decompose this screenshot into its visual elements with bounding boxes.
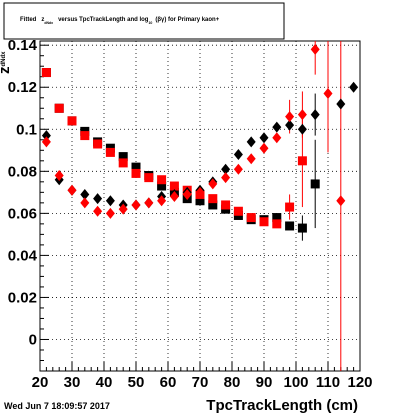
square-marker — [221, 200, 231, 210]
diamond-marker — [259, 132, 269, 144]
error-bars — [289, 41, 342, 371]
square-marker — [310, 179, 320, 189]
diamond-marker — [54, 170, 64, 182]
diamond-marker — [233, 163, 243, 175]
diamond-marker — [336, 195, 346, 207]
square-marker — [144, 173, 154, 183]
square-marker — [285, 202, 295, 212]
diamond-marker — [131, 199, 141, 211]
diamond-marker — [144, 197, 154, 209]
diamond-marker — [93, 205, 103, 217]
diamond-marker — [259, 142, 269, 154]
square-marker — [105, 147, 115, 157]
square-marker — [297, 223, 307, 233]
square-marker — [131, 168, 141, 178]
diamond-marker — [349, 81, 359, 93]
square-marker — [67, 116, 77, 126]
diamond-marker — [246, 153, 256, 165]
square-marker — [54, 103, 64, 113]
diamond-marker — [323, 88, 333, 100]
axis-ticks — [39, 44, 361, 371]
diamond-marker — [336, 98, 346, 110]
diamond-marker — [272, 132, 282, 144]
chart-title-box: Fitted zdNdx versus TpcTrackLength and log… — [3, 2, 285, 40]
diamond-marker — [157, 195, 167, 207]
x-tick-label: 110 — [316, 374, 340, 391]
x-tick-label: 90 — [256, 374, 273, 391]
square-marker — [297, 156, 307, 166]
diamond-marker — [297, 123, 307, 135]
x-tick-label: 50 — [128, 374, 145, 391]
diamond-marker — [285, 111, 295, 123]
x-tick-label: 120 — [347, 374, 372, 391]
y-tick-label: 0.08 — [8, 163, 37, 180]
square-marker — [272, 219, 282, 229]
y-tick-label: 0.1 — [16, 121, 37, 138]
y-tick-label: 0.14 — [8, 37, 38, 54]
timestamp-footer: Wed Jun 7 18:09:57 2017 — [4, 401, 110, 411]
x-tick-label: 80 — [224, 374, 241, 391]
square-marker — [157, 175, 167, 185]
y-tick-label: 0 — [29, 331, 37, 348]
x-tick-label: 100 — [283, 374, 308, 391]
diamond-marker — [118, 203, 128, 215]
y-tick-label: 0.12 — [8, 79, 37, 96]
square-marker — [285, 221, 295, 231]
diamond-marker — [221, 163, 231, 175]
diamond-marker — [246, 136, 256, 148]
diamond-marker — [233, 149, 243, 161]
diamond-marker — [105, 207, 115, 219]
diamond-marker — [297, 109, 307, 121]
square-marker — [93, 139, 103, 149]
square-marker — [195, 196, 205, 206]
square-marker — [157, 181, 167, 191]
square-marker — [118, 152, 128, 162]
grid-lines — [40, 41, 360, 371]
y-tick-label: 0.02 — [8, 289, 37, 306]
x-tick-labels: 20 30 40 50 60 70 80 90 100 110 120 — [32, 374, 373, 391]
diamond-marker — [208, 178, 218, 190]
y-tick-label: 0.06 — [8, 205, 37, 222]
diamond-marker — [80, 197, 90, 209]
diamond-marker — [285, 119, 295, 131]
diamond-marker — [105, 195, 115, 207]
square-marker — [233, 206, 243, 216]
x-tick-label: 20 — [32, 374, 49, 391]
diamond-marker — [67, 184, 77, 196]
x-tick-label: 60 — [160, 374, 177, 391]
diamond-marker — [80, 188, 90, 200]
x-axis-title: TpcTrackLength (cm) — [206, 397, 358, 414]
diamond-marker — [272, 121, 282, 133]
diamond-marker — [195, 186, 205, 198]
diamond-marker — [310, 109, 320, 121]
square-marker — [246, 213, 256, 223]
diamond-marker — [310, 43, 320, 55]
data-markers — [41, 43, 359, 233]
square-marker — [272, 213, 282, 223]
chart-title: Fitted zdNdx versus TpcTrackLength and log… — [20, 17, 220, 25]
diamond-marker — [221, 172, 231, 184]
square-marker — [131, 162, 141, 172]
square-marker — [118, 158, 128, 168]
x-tick-label: 40 — [96, 374, 113, 391]
x-tick-label: 70 — [192, 374, 209, 391]
square-marker — [208, 200, 218, 210]
diamond-marker — [169, 191, 179, 203]
square-marker — [208, 194, 218, 204]
title-box-frame — [3, 2, 285, 40]
diamond-marker — [93, 193, 103, 205]
y-tick-labels: 0 0.02 0.04 0.06 0.08 0.1 0.12 0.14 — [8, 37, 38, 348]
square-marker — [41, 68, 51, 78]
diamond-marker — [41, 136, 51, 148]
diamond-marker — [182, 188, 192, 200]
x-tick-label: 30 — [64, 374, 81, 391]
square-marker — [80, 131, 90, 141]
diamond-marker — [41, 130, 51, 142]
y-tick-label: 0.04 — [8, 247, 38, 264]
square-marker — [259, 217, 269, 227]
y-axis-title: zdNdx — [0, 51, 13, 74]
square-marker — [169, 181, 179, 191]
